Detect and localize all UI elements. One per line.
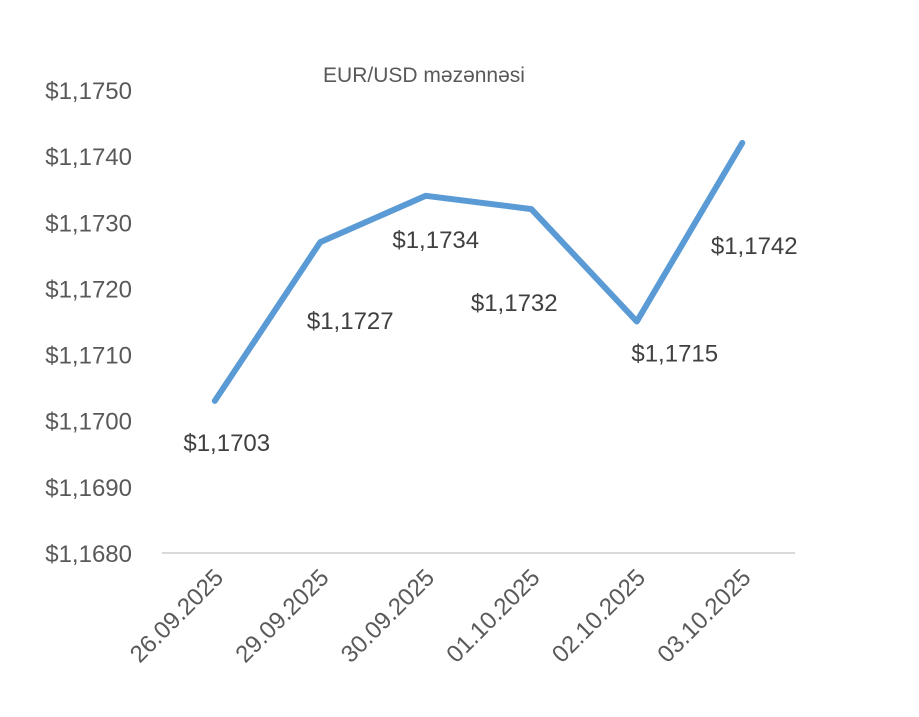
- chart-title: EUR/USD məzənnəsi: [323, 64, 525, 87]
- y-tick-label: $1,1740: [45, 144, 132, 171]
- data-label: $1,1727: [307, 308, 394, 335]
- y-tick-label: $1,1730: [45, 210, 132, 237]
- x-axis-labels: 26.09.2025 29.09.2025 30.09.2025 01.10.2025…: [125, 564, 757, 668]
- y-axis-labels: $1,1750 $1,1740 $1,1730 $1,1720 $1,1710 $1,17…: [45, 78, 132, 568]
- data-label: $1,1734: [392, 227, 479, 254]
- y-tick-label: $1,1690: [45, 475, 132, 502]
- x-tick-label: 03.10.2025: [652, 564, 756, 668]
- x-tick-label: 02.10.2025: [547, 564, 651, 668]
- data-label: $1,1715: [631, 341, 718, 368]
- y-tick-label: $1,1750: [45, 78, 132, 105]
- x-tick-label: 26.09.2025: [125, 564, 229, 668]
- data-label: $1,1732: [471, 290, 558, 317]
- y-tick-label: $1,1720: [45, 276, 132, 303]
- y-tick-label: $1,1710: [45, 343, 132, 370]
- data-labels: $1,1703 $1,1727 $1,1734 $1,1732 $1,1715 $1,17…: [183, 227, 797, 457]
- data-label: $1,1742: [711, 233, 798, 260]
- x-tick-label: 29.09.2025: [230, 564, 334, 668]
- x-tick-label: 30.09.2025: [336, 564, 440, 668]
- y-tick-label: $1,1680: [45, 541, 132, 568]
- series-group: [211, 139, 746, 404]
- y-tick-label: $1,1700: [45, 409, 132, 436]
- series-line: [211, 139, 746, 404]
- data-label: $1,1703: [183, 430, 270, 457]
- x-tick-label: 01.10.2025: [441, 564, 545, 668]
